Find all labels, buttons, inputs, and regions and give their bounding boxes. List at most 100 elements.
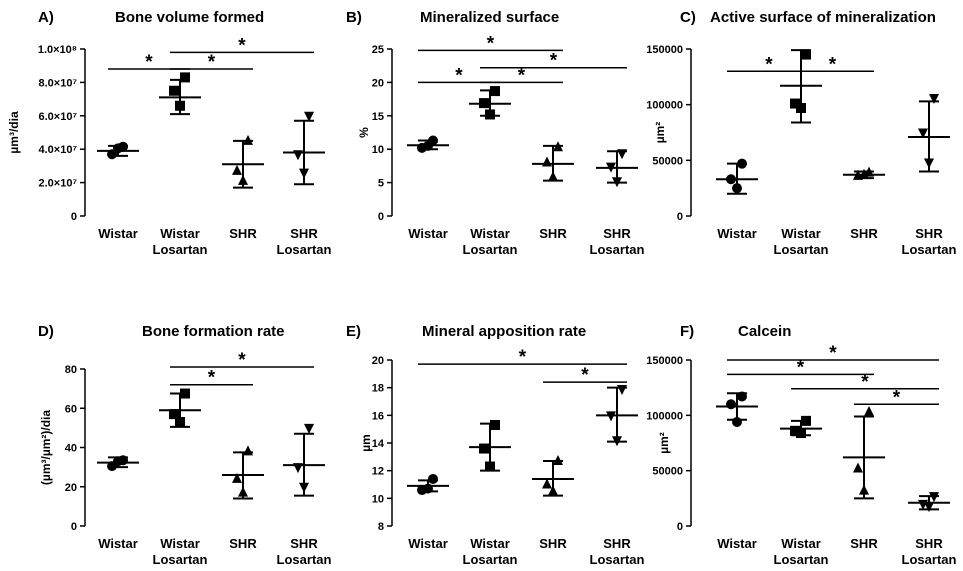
significance-star: *	[455, 65, 463, 86]
data-point	[929, 93, 939, 104]
y-axis-label: (µm³/µm²)/dia	[39, 410, 53, 485]
y-tick-label: 16	[372, 410, 384, 422]
data-point	[801, 415, 811, 426]
x-tick-label-line: Losartan	[590, 552, 645, 567]
x-tick-label: Wistar	[717, 226, 757, 241]
x-tick-label-line: SHR	[290, 226, 318, 241]
y-tick-label: 40	[65, 443, 77, 455]
x-tick-label: Wistar	[98, 226, 138, 241]
x-tick-label-line: Losartan	[463, 242, 518, 257]
y-tick-label: 15	[372, 111, 384, 123]
significance-star: *	[797, 357, 805, 378]
data-group	[159, 72, 201, 116]
y-tick-label: 10	[372, 144, 384, 156]
x-tick-label: Wistar	[717, 536, 757, 551]
x-tick-label: Wistar Losartan	[153, 226, 208, 257]
x-tick-label-line: Losartan	[774, 552, 829, 567]
data-point	[732, 416, 742, 427]
data-group	[407, 473, 449, 496]
data-point	[113, 456, 123, 467]
y-tick-label: 50000	[652, 466, 683, 478]
data-point	[553, 141, 563, 152]
y-tick-label: 150000	[646, 44, 683, 56]
data-point	[726, 174, 736, 185]
data-point	[243, 134, 253, 145]
significance-star: *	[238, 350, 246, 371]
y-tick-label: 2.0×10⁷	[39, 178, 78, 190]
x-tick-label: SHR	[539, 536, 567, 551]
y-tick-label: 150000	[646, 355, 683, 367]
x-tick-label: SHR Losartan	[590, 536, 645, 567]
x-tick-label-line: Losartan	[153, 242, 208, 257]
x-tick-label: SHR	[850, 226, 878, 241]
data-point	[737, 158, 747, 169]
significance-star: *	[145, 52, 153, 73]
chart-panel-3: D) Bone formation rate 0 20 40 60 80 (µm³/µm²)/…	[38, 323, 332, 567]
x-tick-label: Wistar Losartan	[774, 536, 829, 567]
x-tick-label: SHR	[229, 226, 257, 241]
data-group	[780, 49, 822, 124]
y-axis-label: µm²	[653, 122, 667, 144]
data-point	[790, 98, 800, 109]
x-tick-label-line: Losartan	[774, 242, 829, 257]
y-tick-label: 100000	[646, 410, 683, 422]
data-point	[924, 158, 934, 169]
significance-star: *	[581, 365, 589, 386]
x-tick-label-line: Losartan	[590, 242, 645, 257]
data-point	[796, 428, 806, 439]
data-point	[617, 149, 627, 160]
data-point	[423, 483, 433, 494]
y-tick-label: 20	[372, 77, 384, 89]
y-tick-label: 8	[378, 521, 384, 533]
y-tick-label: 0	[378, 211, 384, 223]
panel-label: F)	[680, 323, 694, 340]
y-axis-label: µm	[359, 434, 373, 452]
x-tick-label-line: Wistar	[98, 536, 138, 551]
data-point	[479, 443, 489, 454]
data-point	[238, 486, 248, 497]
data-group	[97, 455, 139, 472]
y-tick-label: 80	[65, 364, 77, 376]
significance-star: *	[765, 54, 773, 75]
y-tick-label: 0	[71, 521, 77, 533]
y-tick-label: 60	[65, 403, 77, 415]
y-tick-label: 100000	[646, 100, 683, 112]
data-point	[542, 156, 552, 167]
y-tick-label: 0	[71, 211, 77, 223]
significance-star: *	[519, 347, 527, 368]
significance-star: *	[829, 54, 837, 75]
data-group	[159, 388, 201, 428]
data-point	[180, 388, 190, 399]
significance-star: *	[861, 372, 869, 393]
x-tick-label-line: SHR	[850, 536, 878, 551]
data-group	[596, 385, 638, 447]
x-tick-label-line: Wistar	[98, 226, 138, 241]
y-tick-label: 20	[65, 482, 77, 494]
y-tick-label: 4.0×10⁷	[39, 144, 78, 156]
data-point	[169, 85, 179, 96]
x-tick-label-line: SHR	[915, 226, 943, 241]
data-group	[532, 454, 574, 497]
data-group	[780, 415, 822, 439]
data-point	[299, 482, 309, 493]
x-tick-label-line: SHR	[539, 536, 567, 551]
significance-star: *	[487, 33, 495, 54]
x-tick-label-line: Wistar	[781, 536, 821, 551]
data-point	[479, 98, 489, 109]
x-tick-label-line: SHR	[229, 226, 257, 241]
y-tick-label: 20	[372, 355, 384, 367]
x-tick-label-line: Wistar	[408, 536, 448, 551]
x-tick-label-line: SHR	[603, 226, 631, 241]
x-tick-label: SHR Losartan	[277, 226, 332, 257]
x-tick-label-line: Wistar	[717, 536, 757, 551]
data-point	[732, 183, 742, 194]
y-tick-label: 18	[372, 383, 384, 395]
data-group	[716, 158, 758, 195]
data-point	[304, 423, 314, 434]
data-point	[243, 445, 253, 456]
y-tick-label: 10	[372, 493, 384, 505]
data-group	[843, 406, 885, 500]
x-tick-label-line: Wistar	[160, 226, 200, 241]
data-group	[532, 141, 574, 182]
